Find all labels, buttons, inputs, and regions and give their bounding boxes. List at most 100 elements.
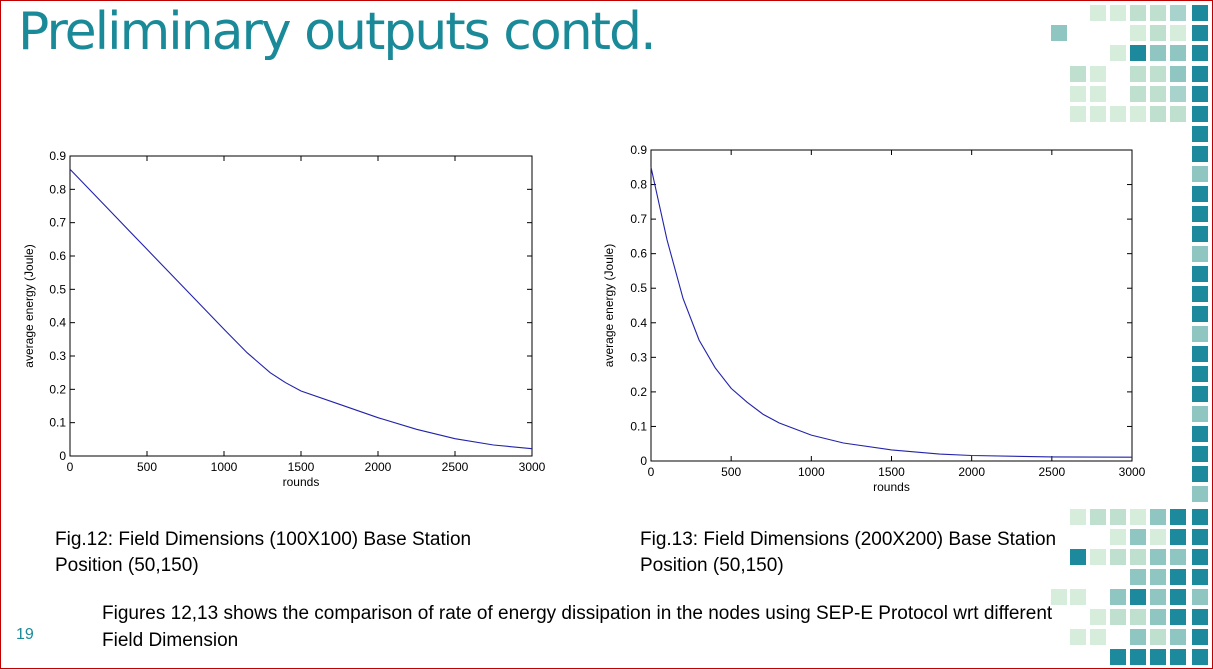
deco-square — [1192, 486, 1208, 502]
x-tick-label: 2500 — [1038, 465, 1065, 479]
y-tick-label: 0.1 — [49, 416, 66, 430]
page-number: 19 — [16, 626, 34, 643]
deco-square — [1070, 589, 1086, 605]
x-tick-label: 2000 — [958, 465, 985, 479]
deco-square — [1070, 549, 1086, 565]
deco-square — [1192, 226, 1208, 242]
deco-square — [1192, 306, 1208, 322]
deco-square — [1192, 366, 1208, 382]
deco-square — [1110, 529, 1126, 545]
y-tick-label: 0.9 — [49, 149, 66, 163]
deco-square — [1192, 106, 1208, 122]
deco-square — [1130, 86, 1146, 102]
deco-square — [1192, 386, 1208, 402]
y-tick-label: 0.3 — [49, 349, 66, 363]
deco-square — [1170, 549, 1186, 565]
deco-square — [1130, 549, 1146, 565]
y-tick-label: 0.6 — [630, 247, 647, 261]
x-tick-label: 1000 — [211, 460, 238, 474]
deco-square — [1192, 86, 1208, 102]
deco-square — [1090, 509, 1106, 525]
deco-square — [1192, 589, 1208, 605]
deco-square — [1192, 569, 1208, 585]
deco-square — [1110, 549, 1126, 565]
deco-square — [1192, 166, 1208, 182]
deco-square — [1192, 509, 1208, 525]
deco-square — [1170, 25, 1186, 41]
deco-square — [1192, 529, 1208, 545]
deco-square — [1070, 509, 1086, 525]
deco-square — [1192, 549, 1208, 565]
y-tick-label: 0.2 — [630, 385, 647, 399]
deco-square — [1090, 106, 1106, 122]
y-tick-label: 0.6 — [49, 249, 66, 263]
deco-square — [1192, 326, 1208, 342]
x-tick-label: 1500 — [288, 460, 315, 474]
x-tick-label: 3000 — [519, 460, 546, 474]
x-tick-label: 1000 — [798, 465, 825, 479]
deco-square — [1150, 589, 1166, 605]
x-tick-label: 500 — [721, 465, 741, 479]
deco-square — [1170, 569, 1186, 585]
y-tick-label: 0.8 — [49, 182, 66, 196]
y-tick-label: 0.5 — [49, 282, 66, 296]
deco-square — [1150, 549, 1166, 565]
x-tick-label: 2500 — [442, 460, 469, 474]
deco-square — [1130, 529, 1146, 545]
deco-square — [1192, 649, 1208, 665]
deco-square — [1090, 549, 1106, 565]
y-tick-label: 0.3 — [630, 350, 647, 364]
deco-square — [1170, 649, 1186, 665]
deco-square — [1192, 66, 1208, 82]
plot-area — [650, 149, 1133, 462]
deco-square — [1192, 426, 1208, 442]
deco-square — [1170, 509, 1186, 525]
deco-square — [1110, 609, 1126, 625]
x-tick-label: 0 — [67, 460, 74, 474]
deco-square — [1192, 266, 1208, 282]
deco-square — [1110, 509, 1126, 525]
fig13-caption: Fig.13: Field Dimensions (200X200) Base … — [640, 529, 1057, 576]
y-axis-label: average energy (Joule) — [602, 244, 616, 367]
deco-square — [1170, 45, 1186, 61]
deco-square — [1150, 86, 1166, 102]
deco-square — [1130, 649, 1146, 665]
chart-fig12: 0 500 1000 1500 2000 2500 3000 0 0.1 0.2 0.3 0.4 0.5… — [22, 149, 546, 489]
deco-square — [1110, 589, 1126, 605]
x-tick-label: 3000 — [1119, 465, 1146, 479]
deco-square — [1150, 569, 1166, 585]
deco-square — [1150, 106, 1166, 122]
deco-square — [1170, 86, 1186, 102]
deco-square — [1150, 5, 1166, 21]
deco-square — [1192, 446, 1208, 462]
deco-square — [1170, 106, 1186, 122]
y-tick-label: 0.4 — [49, 316, 66, 330]
deco-square — [1192, 346, 1208, 362]
x-tick-label: 2000 — [365, 460, 392, 474]
deco-square — [1090, 66, 1106, 82]
y-axis-label: average energy (Joule) — [22, 244, 36, 367]
deco-square — [1070, 86, 1086, 102]
deco-square — [1192, 186, 1208, 202]
deco-square — [1150, 66, 1166, 82]
deco-square — [1150, 649, 1166, 665]
deco-square — [1051, 589, 1067, 605]
deco-square — [1130, 25, 1146, 41]
deco-square — [1192, 45, 1208, 61]
plot-area — [69, 155, 533, 457]
deco-square — [1170, 66, 1186, 82]
deco-square — [1130, 589, 1146, 605]
x-tick-label: 0 — [648, 465, 655, 479]
y-tick-label: 0.9 — [630, 143, 647, 157]
deco-square — [1130, 609, 1146, 625]
y-tick-label: 0.5 — [630, 281, 647, 295]
deco-square — [1130, 45, 1146, 61]
series-line — [650, 167, 1133, 458]
deco-square — [1150, 629, 1166, 645]
deco-square — [1192, 25, 1208, 41]
deco-square — [1170, 629, 1186, 645]
deco-square — [1090, 86, 1106, 102]
deco-square — [1110, 5, 1126, 21]
deco-square — [1150, 25, 1166, 41]
y-tick-label: 0.8 — [630, 178, 647, 192]
